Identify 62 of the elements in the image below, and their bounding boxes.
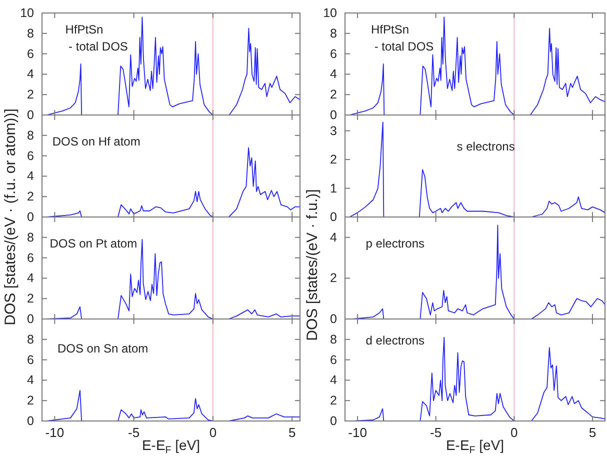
y-tick-label: 0 [330, 312, 338, 326]
y-tick-label: 6 [27, 148, 34, 163]
y-tick-label: 8 [27, 26, 34, 40]
x-tick-label: 5 [588, 425, 596, 440]
annotation: HfPtSn - total DOS [371, 22, 434, 54]
x-axis-title: E-E$_{F}$ [eV] [446, 437, 504, 456]
y-tick-label: 4 [27, 67, 34, 82]
y-tick-label: 0 [27, 312, 34, 326]
y-tick-label: 8 [27, 128, 34, 142]
x-tick-label: -5 [128, 425, 140, 440]
y-tick-label: 6 [330, 46, 338, 61]
annotation: s electrons [456, 140, 515, 154]
y-tick-label: 2 [27, 394, 34, 408]
y-tick-label: 10 [20, 6, 34, 20]
x-tick-label: 0 [209, 425, 217, 440]
y-tick-label: 10 [323, 6, 338, 20]
y-tick-label: 2 [330, 152, 338, 167]
x-tick-label: -5 [430, 425, 442, 440]
x-tick-label: 5 [288, 425, 296, 440]
y-tick-label: 0 [330, 414, 338, 428]
y-tick-label: 2 [330, 88, 338, 102]
x-axis-title: E-E$_{F}$ [eV] [142, 437, 200, 456]
annotation: DOS on Pt atom [50, 236, 138, 251]
line-series [46, 16, 300, 116]
y-tick-label: 0 [330, 210, 338, 224]
y-tick-label: 4 [330, 373, 338, 388]
x-tick-label: -10 [45, 425, 64, 440]
y-tick-label: 4 [330, 67, 338, 82]
y-tick-label: 2 [330, 394, 338, 408]
y-tick-label: 2 [27, 190, 34, 204]
y-tick-label: 8 [330, 332, 338, 346]
y-tick-label: 4 [27, 271, 34, 286]
y-tick-label: 8 [27, 230, 34, 244]
y-tick-label: 0 [27, 108, 34, 122]
annotation: p electrons [366, 236, 425, 251]
y-tick-label: 6 [330, 352, 338, 367]
y-tick-label: 0 [27, 210, 34, 224]
annotation: HfPtSn - total DOS [65, 22, 128, 54]
annotation: DOS on Hf atom [52, 134, 140, 149]
y-tick-label: 4 [27, 373, 34, 388]
y-tick-label: 2 [27, 292, 34, 306]
y-tick-label: 6 [27, 46, 34, 61]
y-tick-label: 6 [27, 250, 34, 265]
y-axis-title: DOS [states/(eV · (f.u. or atom))] [2, 108, 19, 326]
y-tick-label: 2 [330, 271, 338, 286]
y-tick-label: 8 [27, 332, 34, 346]
y-tick-label: 3 [330, 124, 338, 138]
y-tick-label: 0 [27, 414, 34, 428]
y-tick-label: 0 [330, 108, 338, 122]
annotation: DOS on Sn atom [57, 342, 148, 356]
line-series [349, 16, 606, 116]
y-axis-title: DOS [states/(eV · f.u.)] [304, 189, 321, 341]
y-tick-label: 2 [27, 88, 34, 102]
y-tick-label: 6 [27, 352, 34, 367]
x-tick-label: 0 [510, 425, 518, 440]
line-series [349, 122, 606, 218]
y-tick-label: 4 [330, 230, 338, 244]
y-tick-label: 8 [330, 26, 338, 40]
y-tick-label: 1 [330, 181, 338, 196]
x-tick-label: -10 [348, 425, 367, 440]
y-tick-label: 4 [27, 169, 34, 184]
annotation: d electrons [366, 334, 425, 348]
